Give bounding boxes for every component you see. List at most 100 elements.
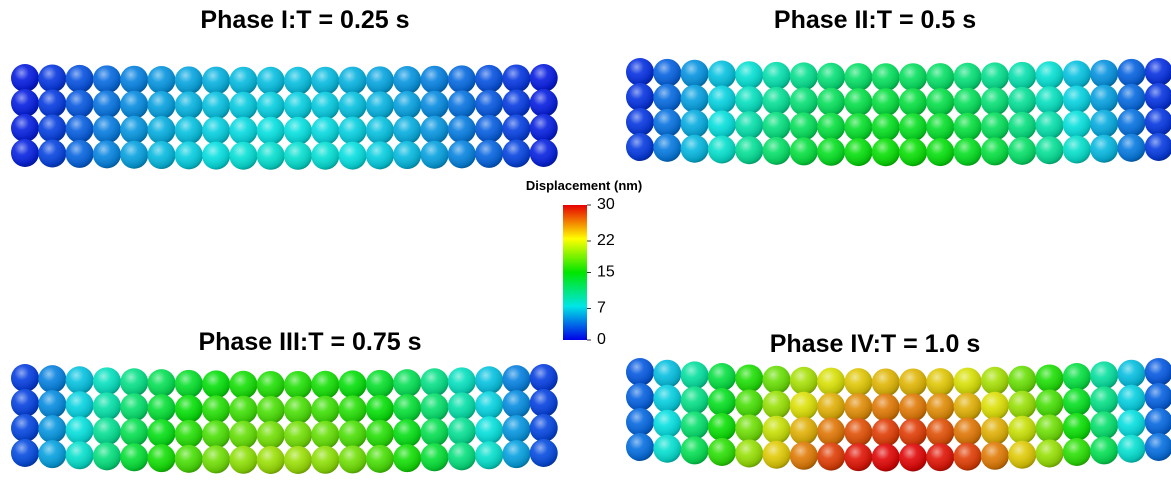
sphere-shade <box>502 89 530 117</box>
sphere-shade <box>708 85 736 113</box>
sphere-shade <box>530 114 558 142</box>
sphere-shade <box>93 140 121 168</box>
colorbar-title: Displacement (nm) <box>526 178 642 193</box>
sphere-shade <box>1008 112 1036 140</box>
sphere-shade <box>175 420 203 448</box>
sphere-shade <box>1145 383 1171 411</box>
sphere-shade <box>175 395 203 423</box>
sphere-shade <box>790 112 818 140</box>
sphere-shade <box>844 418 872 446</box>
sphere-shade <box>981 417 1009 445</box>
tick-label: 30 <box>597 196 615 213</box>
panel-title: Phase III:T = 0.75 s <box>198 328 421 356</box>
sphere-shade <box>148 141 176 169</box>
sphere-shade <box>626 108 654 136</box>
sphere-shade <box>708 363 736 391</box>
sphere-shade <box>38 415 66 443</box>
sphere-shade <box>626 383 654 411</box>
sphere-shade <box>763 112 791 140</box>
sphere-shade <box>872 63 900 91</box>
sphere-shade <box>1036 136 1064 164</box>
sphere-shade <box>763 87 791 115</box>
sphere-shade <box>844 393 872 421</box>
sphere-shade <box>817 443 845 471</box>
sphere-shade <box>1090 60 1118 88</box>
sphere-shade <box>626 358 654 386</box>
sphere-shade <box>1063 413 1091 441</box>
sphere-shade <box>229 371 257 399</box>
sphere-shade <box>735 414 763 442</box>
sphere-shade <box>1117 435 1145 463</box>
sphere-shade <box>229 421 257 449</box>
sphere-shade <box>148 444 176 472</box>
sphere-shade <box>257 92 285 120</box>
sphere-shade <box>421 418 449 446</box>
sphere-shade <box>475 366 503 394</box>
sphere-shade <box>311 142 339 170</box>
sphere-shade <box>681 135 709 163</box>
sphere-shade <box>817 63 845 91</box>
sphere-shade <box>120 443 148 471</box>
sphere-shade <box>981 442 1009 470</box>
sphere-shade <box>954 63 982 91</box>
sphere-shade <box>284 396 312 424</box>
sphere-shade <box>1117 410 1145 438</box>
sphere-shade <box>120 91 148 119</box>
sphere-shade <box>1117 84 1145 112</box>
sphere-shade <box>763 391 791 419</box>
sphere-shade <box>257 371 285 399</box>
sphere-shade <box>339 117 367 145</box>
sphere-shade <box>38 89 66 117</box>
sphere-shade <box>229 117 257 145</box>
sphere-shade <box>1063 85 1091 113</box>
sphere-shade <box>475 65 503 93</box>
sphere-shade <box>38 114 66 142</box>
sphere-shade <box>899 113 927 141</box>
sphere-shade <box>681 85 709 113</box>
sphere-shade <box>681 386 709 414</box>
sphere-shade <box>66 115 94 143</box>
sphere-shade <box>502 64 530 92</box>
sphere-shade <box>735 136 763 164</box>
sphere-shade <box>981 367 1009 395</box>
sphere-shade <box>899 418 927 446</box>
sphere-shade <box>899 63 927 91</box>
sphere-shade <box>681 411 709 439</box>
sphere-shade <box>38 64 66 92</box>
sphere-shade <box>284 142 312 170</box>
sphere-shade <box>626 83 654 111</box>
sphere-shade <box>681 361 709 389</box>
sphere-shade <box>872 113 900 141</box>
sphere-shade <box>1063 438 1091 466</box>
sphere-shade <box>202 445 230 473</box>
sphere-shade <box>502 390 530 418</box>
sphere-shade <box>899 368 927 396</box>
sphere-shade <box>66 90 94 118</box>
sphere-shade <box>148 66 176 94</box>
sphere-shade <box>735 61 763 89</box>
sphere-shade <box>11 414 39 442</box>
sphere-shade <box>530 139 558 167</box>
panel-title: Phase I:T = 0.25 s <box>200 6 409 34</box>
sphere-shade <box>284 446 312 474</box>
sphere-shade <box>981 62 1009 90</box>
sphere-shade <box>148 369 176 397</box>
tick-label: 15 <box>597 264 615 281</box>
sphere-shade <box>844 443 872 471</box>
sphere-shade <box>1117 385 1145 413</box>
sphere-shade <box>11 364 39 392</box>
sphere-shade <box>311 446 339 474</box>
sphere-shade <box>339 142 367 170</box>
sphere-shade <box>257 142 285 170</box>
sphere-shade <box>530 364 558 392</box>
sphere-shade <box>448 367 476 395</box>
sphere-shade <box>1090 135 1118 163</box>
sphere-shade <box>11 389 39 417</box>
sphere-shade <box>393 394 421 422</box>
sphere-shade <box>817 418 845 446</box>
sphere-shade <box>229 396 257 424</box>
sphere-shade <box>926 88 954 116</box>
sphere-shade <box>954 393 982 421</box>
sphere-shade <box>1036 364 1064 392</box>
sphere-shade <box>1063 60 1091 88</box>
